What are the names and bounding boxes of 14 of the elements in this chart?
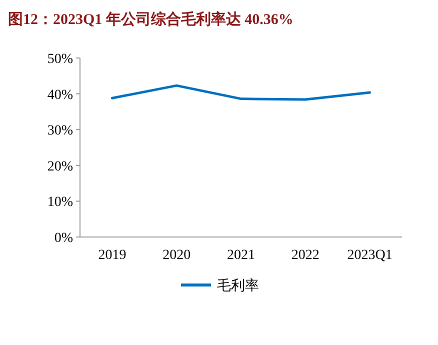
y-tick-label: 50% xyxy=(47,52,74,67)
chart-title: 图12：2023Q1 年公司综合毛利率达 40.36% xyxy=(8,10,294,28)
y-tick-label: 10% xyxy=(47,195,74,210)
legend-label: 毛利率 xyxy=(217,278,259,294)
y-tick-label: 0% xyxy=(54,231,74,246)
x-tick-label: 2020 xyxy=(162,248,191,263)
x-tick-label: 2019 xyxy=(98,248,126,263)
x-tick-label: 2023Q1 xyxy=(347,248,392,263)
x-tick-label: 2021 xyxy=(227,248,255,263)
line-series xyxy=(110,84,372,101)
y-tick-label: 20% xyxy=(47,159,74,174)
y-tick-label: 30% xyxy=(47,124,74,139)
x-tick-label: 2022 xyxy=(291,248,320,263)
y-tick-label: 40% xyxy=(47,88,74,103)
